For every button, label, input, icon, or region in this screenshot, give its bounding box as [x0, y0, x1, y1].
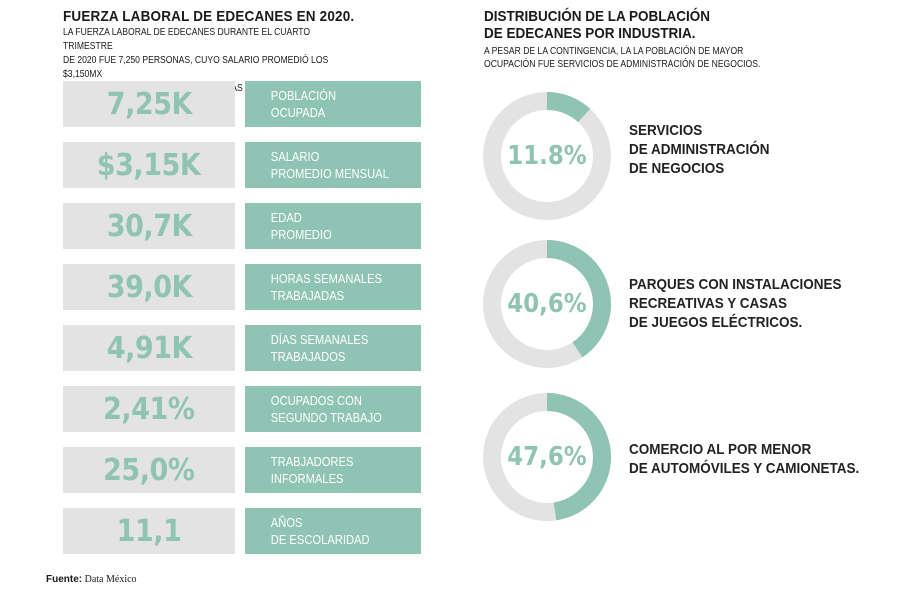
stat-row: $3,15K SALARIO PROMEDIO MENSUAL	[63, 142, 421, 188]
stat-value-box: 39,0K	[63, 264, 235, 310]
stat-label: AÑOS DE ESCOLARIDAD	[270, 515, 370, 547]
stat-label-box: POBLACIÓN OCUPADA	[245, 81, 421, 127]
stat-value-box: $3,15K	[63, 142, 235, 188]
donut-svg	[483, 393, 611, 521]
stat-label-box: OCUPADOS CON SEGUNDO TRABAJO	[245, 386, 421, 432]
right-title: DISTRIBUCIÓN DE LA POBLACIÓN DE EDECANES…	[484, 8, 711, 42]
donut-chart: 47,6%	[483, 393, 611, 521]
stat-value-box: 30,7K	[63, 203, 235, 249]
stat-row: 30,7K EDAD PROMEDIO	[63, 203, 421, 249]
donut-category-label: COMERCIO AL POR MENOR DE AUTOMÓVILES Y C…	[629, 441, 860, 477]
stat-value: 25,0%	[103, 452, 195, 488]
stat-label: TRABJADORES INFORMALES	[270, 454, 354, 486]
stat-label: SALARIO PROMEDIO MENSUAL	[270, 149, 389, 181]
stat-row: 25,0% TRABJADORES INFORMALES	[63, 447, 421, 493]
stat-row: 39,0K HORAS SEMANALES TRABAJADAS	[63, 264, 421, 310]
stat-row: 11,1 AÑOS DE ESCOLARIDAD	[63, 508, 421, 554]
donut-svg	[483, 240, 611, 368]
stat-label: DÍAS SEMANALES TRABAJADOS	[270, 332, 369, 364]
donut-category-label: PARQUES CON INSTALACIONES RECREATIVAS Y …	[629, 276, 842, 331]
donut-chart: 11.8%	[483, 92, 611, 220]
stat-label: OCUPADOS CON SEGUNDO TRABAJO	[270, 393, 382, 425]
stat-value-box: 25,0%	[63, 447, 235, 493]
donut-value-label: 11.8%	[507, 141, 587, 171]
stat-row: 2,41% OCUPADOS CON SEGUNDO TRABAJO	[63, 386, 421, 432]
donut-category-label: SERVICIOS DE ADMINISTRACIÓN DE NEGOCIOS	[629, 122, 770, 177]
donut-svg	[483, 92, 611, 220]
stat-label-box: AÑOS DE ESCOLARIDAD	[245, 508, 421, 554]
donut-slice	[483, 92, 611, 220]
stat-value: 11,1	[116, 513, 182, 549]
stat-label-box: TRABJADORES INFORMALES	[245, 447, 421, 493]
donut-slice	[483, 393, 611, 521]
stat-label-box: SALARIO PROMEDIO MENSUAL	[245, 142, 421, 188]
right-description: A PESAR DE LA CONTINGENCIA, LA LA POBLAC…	[484, 46, 761, 70]
stat-label-box: DÍAS SEMANALES TRABAJADOS	[245, 325, 421, 371]
stat-label-box: HORAS SEMANALES TRABAJADAS	[245, 264, 421, 310]
stat-row: 7,25K POBLACIÓN OCUPADA	[63, 81, 421, 127]
donut-slice	[483, 240, 611, 368]
stat-label: EDAD PROMEDIO	[270, 210, 332, 242]
donut-value-label: 47,6%	[507, 442, 587, 472]
source-label: Fuente:	[46, 574, 83, 585]
stat-value-box: 2,41%	[63, 386, 235, 432]
stat-label: HORAS SEMANALES TRABAJADAS	[270, 271, 383, 303]
left-title: FUERZA LABORAL DE EDECANES EN 2020.	[63, 8, 355, 25]
stat-value-box: 11,1	[63, 508, 235, 554]
stat-value: 30,7K	[106, 208, 192, 244]
stat-value-box: 7,25K	[63, 81, 235, 127]
stat-value: $3,15K	[97, 147, 201, 183]
stat-value-box: 4,91K	[63, 325, 235, 371]
stat-label-box: EDAD PROMEDIO	[245, 203, 421, 249]
stat-value: 7,25K	[106, 86, 192, 122]
donut-chart: 40,6%	[483, 240, 611, 368]
stat-row: 4,91K DÍAS SEMANALES TRABAJADOS	[63, 325, 421, 371]
stat-label: POBLACIÓN OCUPADA	[270, 88, 337, 120]
source-value: Data México	[84, 574, 137, 585]
stat-value: 2,41%	[103, 391, 195, 427]
donut-value-label: 40,6%	[507, 289, 587, 319]
stat-value: 39,0K	[106, 269, 192, 305]
stat-value: 4,91K	[106, 330, 192, 366]
source-note: Fuente: Data México	[46, 574, 137, 585]
